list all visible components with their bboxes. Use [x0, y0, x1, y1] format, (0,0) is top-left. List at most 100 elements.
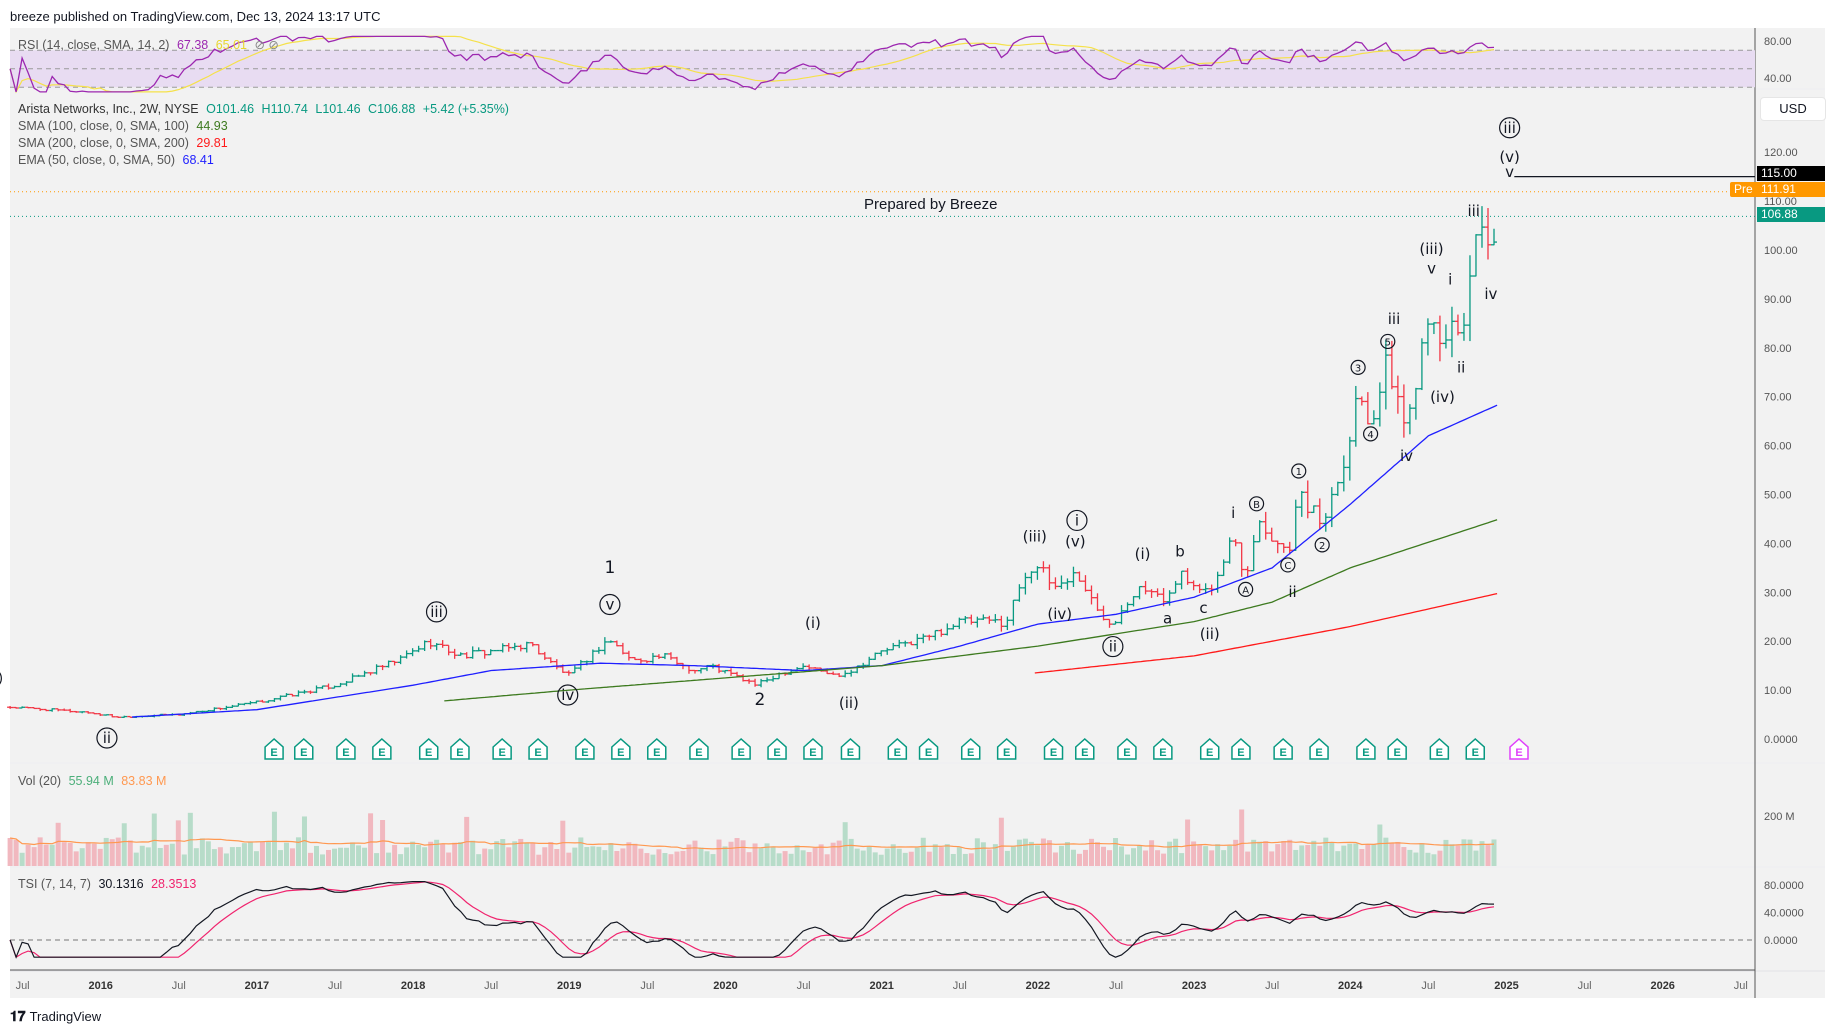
- earnings-icon: [1043, 737, 1064, 760]
- time-axis-tick: Jul: [953, 980, 967, 992]
- sma200-legend[interactable]: SMA (200, close, 0, SMA, 200) 29.81: [18, 136, 232, 150]
- tsi-legend[interactable]: TSI (7, 14, 7) 30.1316 28.3513: [18, 877, 200, 891]
- earnings-icon: [450, 737, 470, 760]
- rsi-legend[interactable]: RSI (14, close, SMA, 14, 2) 67.38 65.01 …: [18, 37, 283, 52]
- volume-bar: [175, 820, 181, 866]
- volume-bar: [1251, 839, 1257, 866]
- ohlc-bar: [547, 657, 554, 664]
- sma200-line: [1034, 592, 1498, 674]
- time-axis-tick: Jul: [172, 980, 186, 992]
- ohlc-bar: [1442, 324, 1449, 349]
- earnings-marker: E: [1153, 737, 1173, 760]
- earnings-label: E: [617, 747, 624, 759]
- ohlc-bar: [391, 660, 398, 666]
- volume-bar: [205, 841, 211, 866]
- volume-bar: [1004, 850, 1010, 866]
- price-axis-tick: 70.00: [1764, 392, 1792, 404]
- volume-bar: [518, 838, 524, 866]
- ohlc-bar: [1328, 487, 1335, 528]
- volume-bar: [241, 843, 247, 866]
- earnings-marker: E: [1199, 737, 1220, 760]
- ema50-legend[interactable]: EMA (50, close, 0, SMA, 50) 68.41: [18, 153, 218, 167]
- volume-bar: [139, 845, 145, 866]
- tsi-axis-tick: 80.0000: [1764, 880, 1804, 892]
- ohlc-bar: [1466, 255, 1473, 342]
- ohlc-bar: [1100, 605, 1107, 621]
- ohlc-bar: [19, 706, 26, 709]
- volume-bar: [121, 823, 127, 866]
- wave-label: iii: [1499, 117, 1521, 139]
- earnings-marker: E: [1075, 737, 1095, 760]
- volume-bar: [1010, 846, 1016, 866]
- earnings-marker: E: [1465, 737, 1486, 760]
- time-axis-tick: 2021: [869, 980, 893, 992]
- wave-circle: [1380, 333, 1396, 350]
- ohlc-bar: [1052, 577, 1059, 590]
- ohlc-bar: [55, 708, 62, 712]
- ohlc-bar: [1154, 588, 1161, 597]
- wave-label: (ii): [1200, 625, 1220, 643]
- tradingview-logo[interactable]: 𝟏𝟕 TradingView: [10, 1008, 101, 1025]
- volume-bar: [848, 838, 854, 866]
- wave-label: (i): [805, 614, 821, 632]
- earnings-icon: [1309, 737, 1329, 760]
- time-axis-tick: 2020: [713, 980, 737, 992]
- earnings-icon: [960, 737, 981, 760]
- ohlc-bar: [1406, 404, 1413, 435]
- volume-bar: [1311, 840, 1317, 866]
- ohlc-bar: [643, 660, 650, 664]
- ohlc-bar: [481, 649, 488, 659]
- ohlc-bar: [103, 714, 110, 716]
- hidden-icon[interactable]: ⊘ ⊘: [254, 38, 279, 52]
- ohlc-bar: [673, 656, 680, 665]
- ohlc-bar: [1418, 338, 1425, 391]
- volume-bar: [1245, 851, 1251, 866]
- earnings-icon: [767, 737, 787, 760]
- volume-bar: [1479, 841, 1485, 866]
- ohlc-bar: [457, 652, 464, 656]
- volume-bar: [1419, 843, 1425, 866]
- ohlc-bar: [445, 644, 452, 656]
- volume-bar: [872, 852, 878, 866]
- volume-bar: [1203, 846, 1209, 866]
- wave-label: (iii): [1023, 528, 1047, 546]
- wave-text: b: [1175, 543, 1185, 561]
- earnings-marker: E: [418, 737, 439, 760]
- price-axis-tick: 120.00: [1764, 147, 1798, 159]
- ohlc-bar: [85, 711, 92, 714]
- ohlc-bar: [349, 673, 356, 683]
- volume-bar: [1191, 841, 1197, 866]
- ohlc-bar: [607, 640, 614, 643]
- volume-bar: [43, 844, 49, 866]
- currency-button[interactable]: USD: [1760, 97, 1826, 121]
- wave-circle: [0, 672, 2, 685]
- sma100-label: SMA (100, close, 0, SMA, 100): [18, 119, 189, 133]
- volume-bar: [97, 848, 103, 866]
- wave-text: 3: [1355, 363, 1361, 374]
- volume-bar: [398, 854, 404, 866]
- ohlc-bar: [1388, 340, 1395, 390]
- ohlc-bar: [235, 703, 242, 707]
- volume-bar: [1425, 852, 1431, 866]
- sma100-legend[interactable]: SMA (100, close, 0, SMA, 100) 44.93: [18, 119, 232, 133]
- ohlc-bar: [373, 664, 380, 675]
- symbol-legend[interactable]: Arista Networks, Inc., 2W, NYSE O101.46 …: [18, 102, 513, 116]
- volume-bar: [1443, 839, 1449, 866]
- ohlc-bar: [109, 714, 116, 718]
- volume-bar: [283, 842, 289, 866]
- volume-bar: [217, 847, 223, 866]
- earnings-icon: [689, 737, 709, 760]
- ohlc-bar: [908, 641, 915, 646]
- volume-bar: [590, 846, 596, 866]
- wave-circle: [1102, 635, 1124, 658]
- ohlc-bar: [932, 629, 939, 641]
- earnings-marker: E: [1387, 737, 1407, 760]
- earnings-icon: [1075, 737, 1095, 760]
- ohlc-bar: [661, 652, 668, 660]
- volume-legend[interactable]: Vol (20) 55.94 M 83.83 M: [18, 774, 170, 788]
- wave-text: a: [1163, 610, 1172, 628]
- volume-bar: [908, 851, 914, 866]
- volume-bar: [572, 847, 578, 866]
- ohlc-bar: [367, 672, 374, 676]
